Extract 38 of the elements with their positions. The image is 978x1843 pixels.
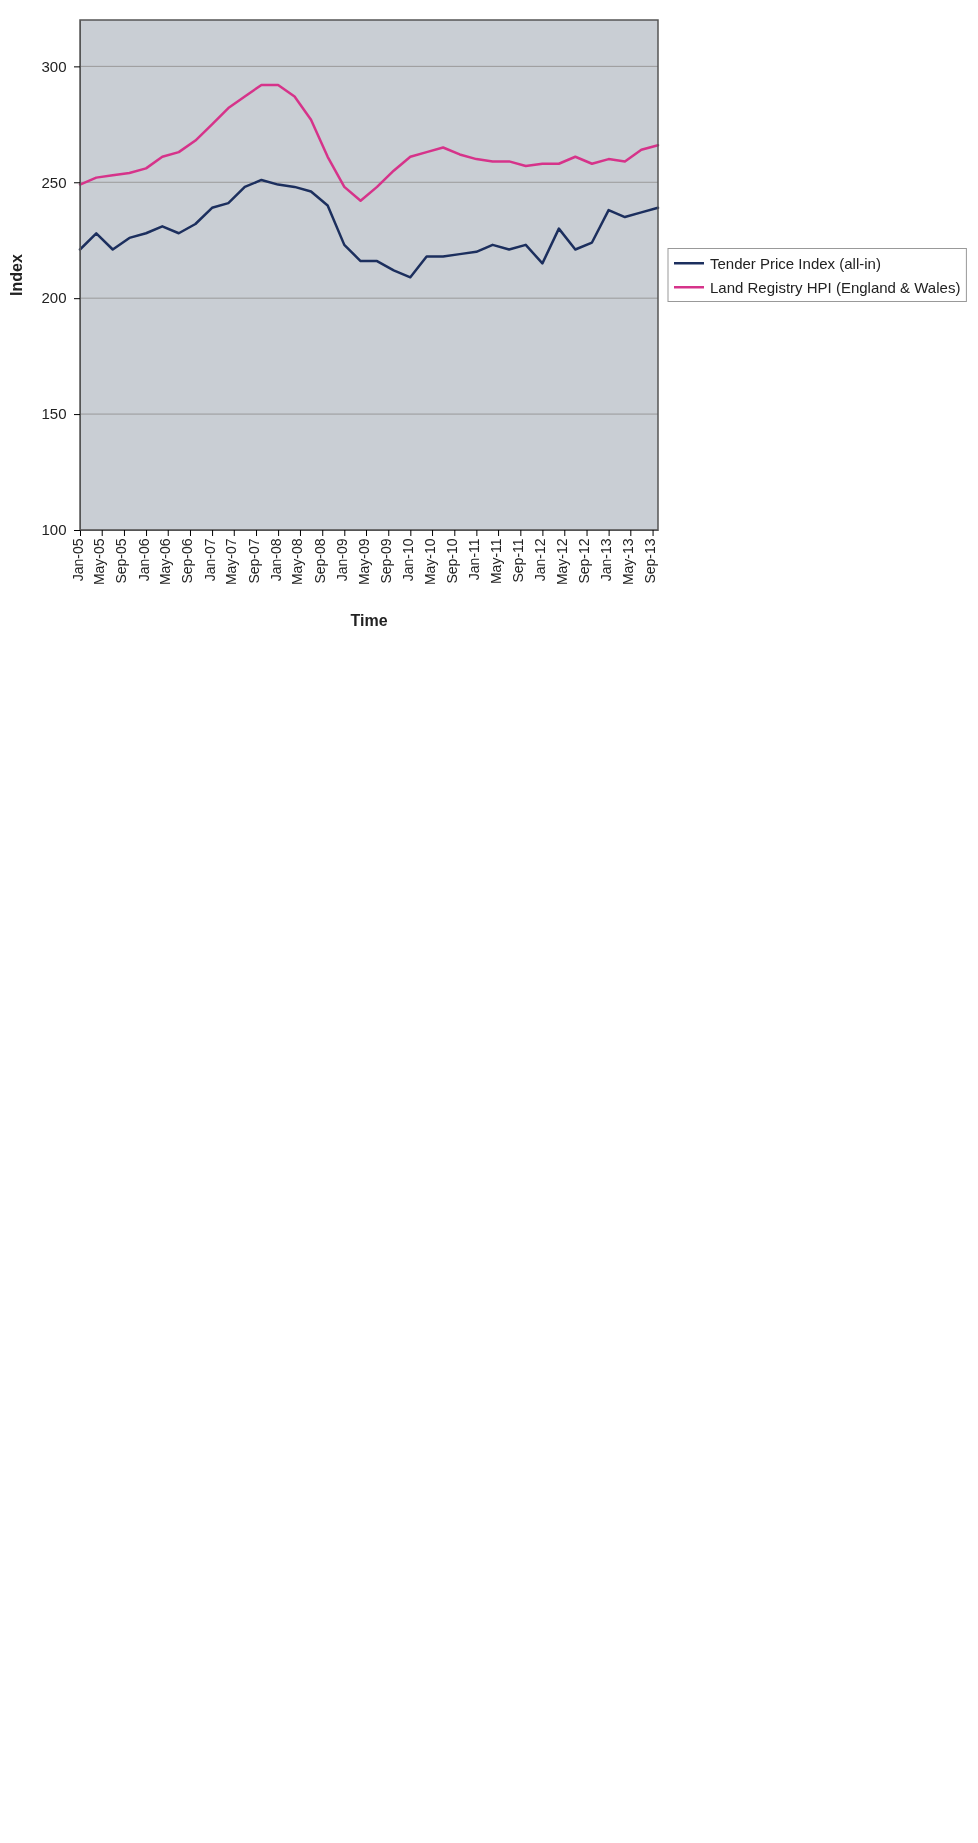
x-tick-label: May-12 [553, 538, 570, 586]
x-tick-label: May-11 [487, 538, 504, 585]
x-tick-label: May-06 [157, 538, 174, 586]
line-series [78, 83, 660, 203]
y-axis-title: Index [8, 254, 25, 296]
y-tick-label: 250 [41, 173, 67, 191]
line-series [78, 178, 660, 279]
legend-label: Tender Price Index (all-in) [710, 254, 881, 272]
y-tick-label: 300 [41, 57, 67, 75]
x-tick-label: May-10 [421, 538, 438, 586]
x-tick-label: May-07 [223, 538, 240, 586]
x-tick-label: Sep-13 [642, 538, 659, 584]
x-tick-label: Sep-06 [179, 538, 196, 584]
y-tick-label: 200 [41, 289, 67, 307]
x-tick-label: Jan-13 [598, 538, 615, 582]
x-tick-label: Sep-12 [576, 538, 593, 584]
x-tick-label: Jan-05 [69, 538, 86, 582]
x-tick-label: Jan-09 [333, 538, 350, 582]
x-tick-label: Sep-10 [443, 538, 460, 584]
x-axis-title: Time [350, 612, 388, 629]
x-tick-label: May-09 [355, 538, 372, 586]
x-tick-label: May-13 [619, 538, 636, 586]
x-tick-label: Jan-07 [201, 538, 218, 582]
x-tick-label: May-05 [91, 538, 108, 586]
x-tick-label: Jan-12 [531, 538, 548, 582]
x-tick-label: Sep-07 [245, 538, 262, 584]
x-tick-label: Sep-05 [113, 538, 130, 584]
x-tick-label: Jan-10 [399, 538, 416, 582]
x-tick-label: Sep-08 [311, 538, 328, 584]
x-tick-label: Sep-09 [377, 538, 394, 584]
x-tick-label: Sep-11 [509, 538, 526, 583]
x-tick-label: May-08 [289, 538, 306, 586]
y-tick-label: 150 [41, 405, 67, 423]
y-tick-label: 100 [41, 521, 67, 539]
x-tick-label: Jan-08 [267, 538, 284, 582]
x-tick-label: Jan-06 [135, 538, 152, 582]
x-tick-label: Jan-11 [465, 538, 482, 581]
legend-label: Land Registry HPI (England & Wales) [710, 278, 961, 296]
